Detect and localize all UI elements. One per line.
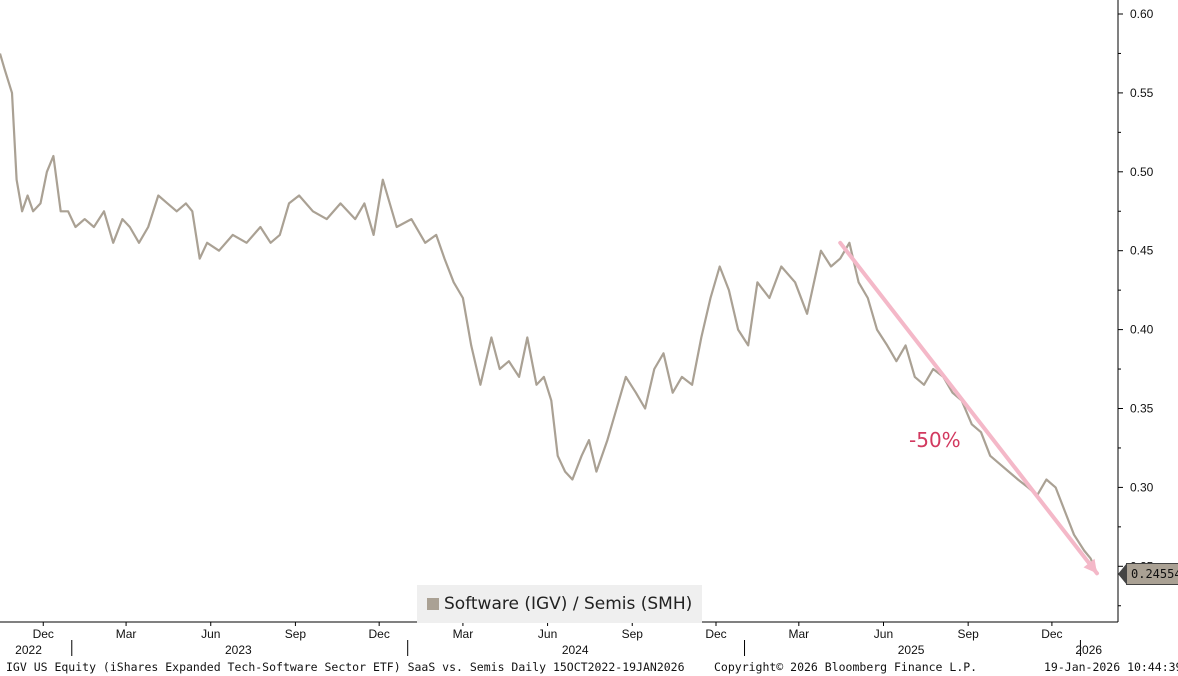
last-value-pointer (1118, 563, 1127, 585)
last-value-label: 0.24554 (1126, 563, 1178, 585)
y-axis: 0.600.550.500.450.400.350.300.25 (1117, 0, 1154, 622)
legend: Software (IGV) / Semis (SMH) (417, 585, 703, 623)
plot-area (0, 53, 1099, 576)
footer-timestamp: 19-Jan-2026 10:44:39 (1044, 660, 1178, 674)
legend-label: Software (IGV) / Semis (SMH) (444, 594, 693, 614)
footer-security-description: IGV US Equity (iShares Expanded Tech-Sof… (6, 660, 685, 674)
footer-copyright: Copyright© 2026 Bloomberg Finance L.P. (714, 660, 978, 674)
x-tick-label: Mar (788, 627, 809, 641)
trend-arrow-head (1083, 558, 1097, 574)
x-year-label: 2026 (1075, 643, 1102, 657)
x-year-label: 2022 (15, 643, 42, 657)
y-tick-label: 0.55 (1130, 86, 1154, 100)
x-tick-label: Dec (705, 627, 726, 641)
x-tick-label: Sep (622, 627, 644, 641)
y-tick-label: 0.35 (1130, 402, 1154, 416)
y-tick-label: 0.30 (1130, 480, 1154, 494)
x-axis: Dec Mar Jun Sep Dec Mar Jun Sep Dec Mar Jun Sep Dec 2… (0, 621, 1118, 657)
series-line-software-vs-semis (0, 53, 1099, 574)
trend-arrow-line (838, 240, 1099, 576)
legend-swatch (427, 598, 439, 610)
x-tick-label: Jun (538, 627, 557, 641)
x-tick-label: Dec (33, 627, 54, 641)
x-year-label: 2024 (562, 643, 589, 657)
x-tick-label: Sep (285, 627, 307, 641)
x-tick-label: Mar (453, 627, 474, 641)
x-tick-label: Jun (874, 627, 893, 641)
y-tick-label: 0.60 (1130, 7, 1154, 21)
y-tick-label: 0.40 (1130, 323, 1154, 337)
x-tick-label: Sep (957, 627, 979, 641)
x-year-label: 2025 (898, 643, 925, 657)
percent-change-annotation: -50% (909, 428, 961, 452)
x-tick-label: Dec (368, 627, 389, 641)
x-year-label: 2023 (225, 643, 252, 657)
x-tick-label: Dec (1041, 627, 1062, 641)
x-tick-label: Mar (116, 627, 137, 641)
x-tick-label: Jun (201, 627, 220, 641)
y-tick-label: 0.45 (1130, 244, 1154, 258)
y-tick-label: 0.50 (1130, 165, 1154, 179)
